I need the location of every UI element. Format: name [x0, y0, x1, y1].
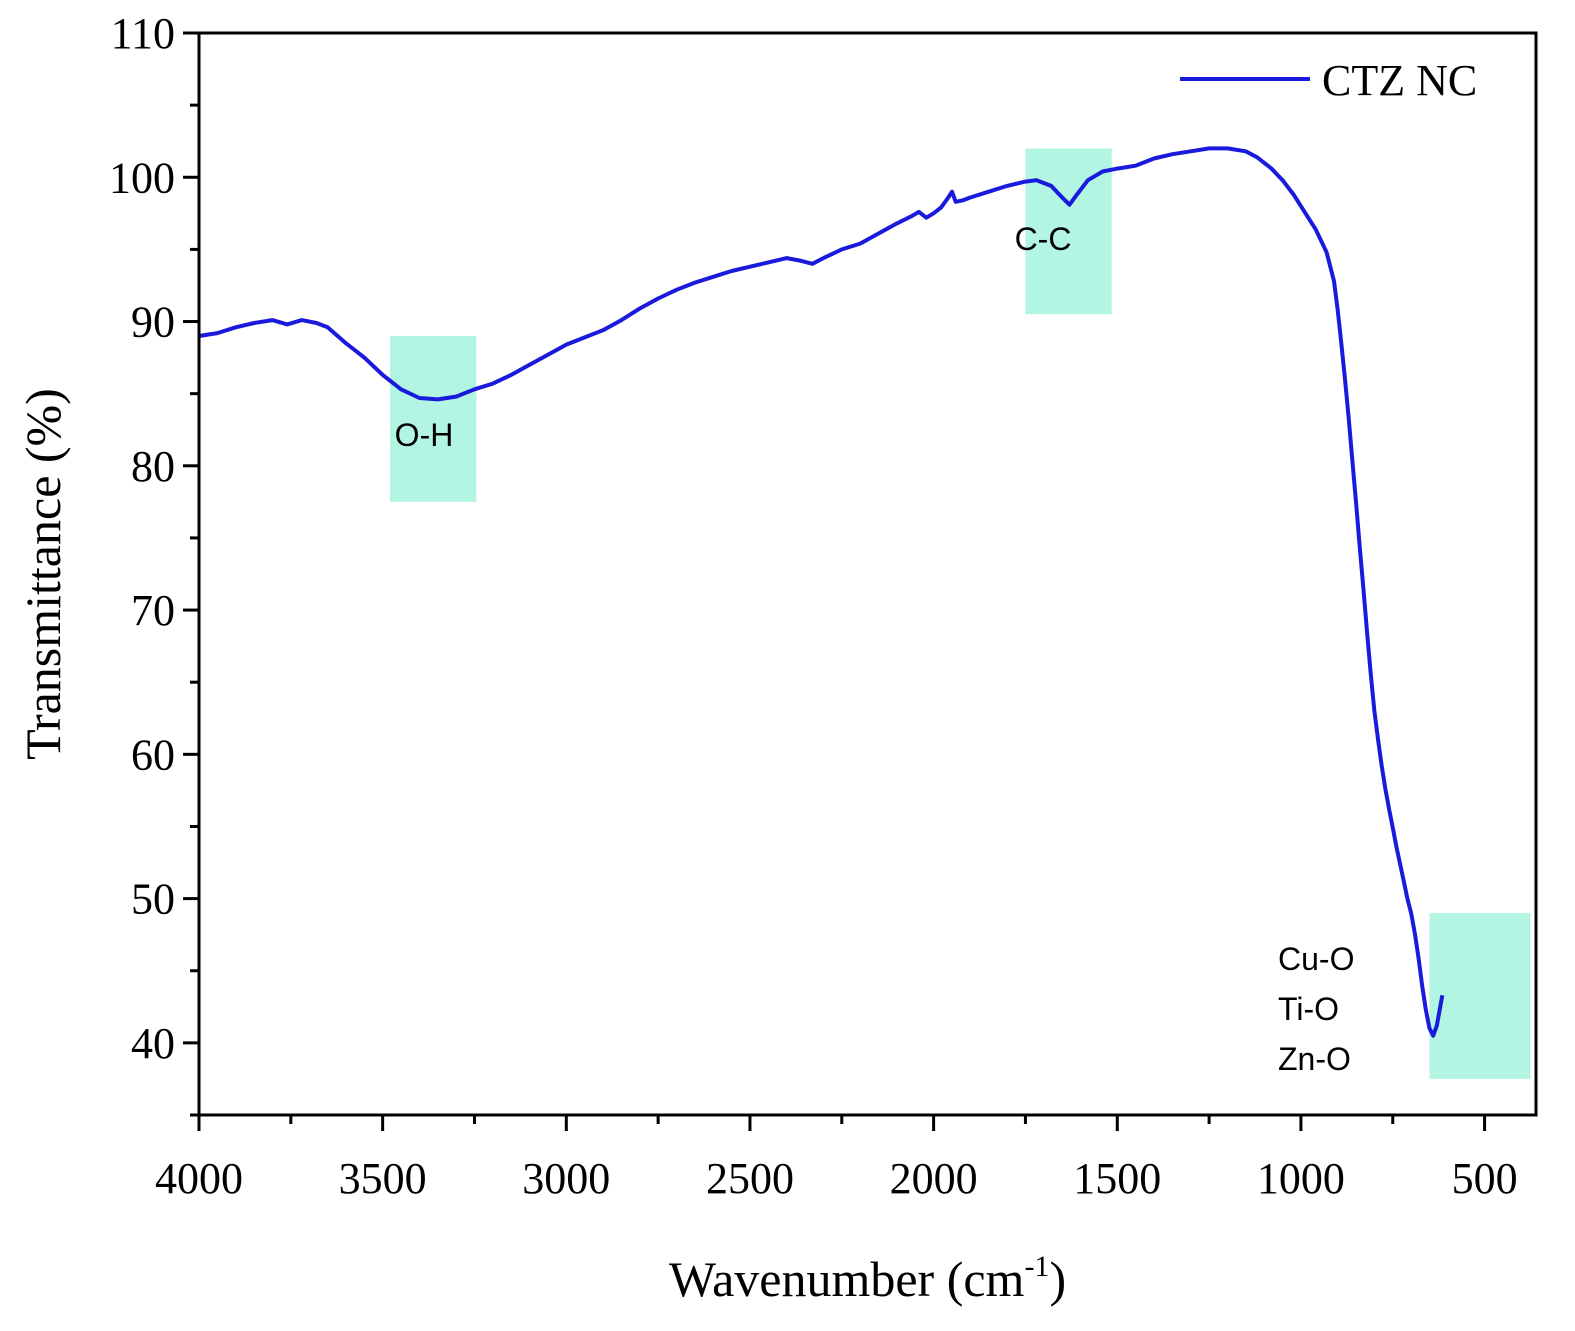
x-axis-title: Wavenumber (cm-1): [669, 1250, 1066, 1307]
y-tick-label: 110: [111, 9, 175, 58]
y-tick-label: 40: [131, 1019, 175, 1068]
x-tick-label: 4000: [155, 1154, 243, 1203]
highlight-bands: [390, 148, 1531, 1079]
x-tick-label: 2500: [706, 1154, 794, 1203]
plot-frame: [197, 31, 1538, 1117]
highlight-band-2: [1429, 913, 1531, 1079]
x-tick-label: 1000: [1257, 1154, 1345, 1203]
y-tick-label: 100: [109, 153, 175, 202]
x-tick-label: 3500: [339, 1154, 427, 1203]
y-tick-label: 90: [131, 298, 175, 347]
annotation-label: C-C: [1015, 221, 1072, 257]
legend: CTZ NC: [1180, 56, 1477, 105]
x-tick-label: 500: [1452, 1154, 1518, 1203]
x-tick-label: 3000: [522, 1154, 610, 1203]
x-tick-label: 2000: [890, 1154, 978, 1203]
y-tick-label: 60: [131, 730, 175, 779]
highlight-band-0: [390, 335, 477, 502]
annotation-label: Ti-O: [1278, 991, 1339, 1027]
annotation-labels: O-H C-C Cu-O Ti-O Zn-O: [395, 221, 1355, 1077]
annotation-label: O-H: [395, 417, 454, 453]
y-tick-label: 80: [131, 442, 175, 491]
legend-label-ctz-nc: CTZ NC: [1322, 56, 1477, 105]
series-layer: [198, 146, 1445, 1038]
y-axis-ticks: 40 50 60 70 80 90 100 110: [109, 9, 199, 1117]
x-axis-ticks: 4000 3500 3000 2500 2000 1500 1000 500: [155, 1115, 1518, 1203]
annotation-label: Zn-O: [1278, 1041, 1351, 1077]
y-tick-label: 50: [131, 875, 175, 924]
y-axis-title: Transmittance (%): [15, 388, 71, 760]
y-tick-label: 70: [131, 586, 175, 635]
x-tick-label: 1500: [1073, 1154, 1161, 1203]
series-line-ctz-nc: [198, 146, 1445, 1038]
annotation-label: Cu-O: [1278, 941, 1354, 977]
